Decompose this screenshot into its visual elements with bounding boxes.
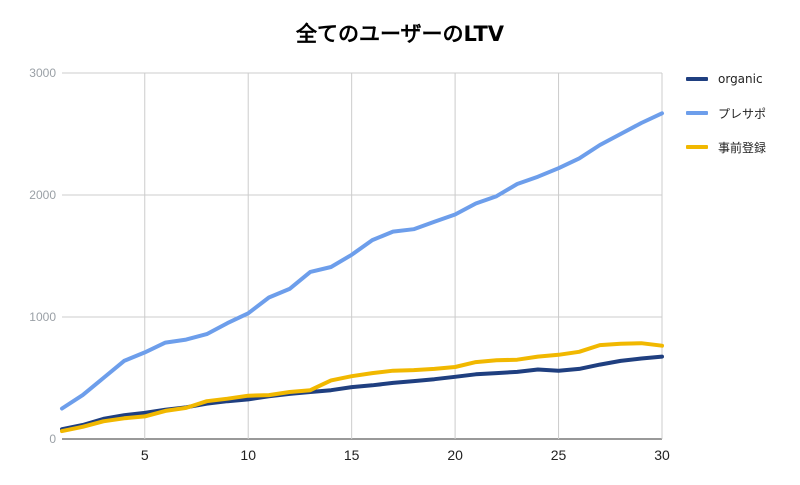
x-tick-label: 25 [551,447,567,463]
y-tick-label: 3000 [29,66,56,80]
x-tick-label: 20 [447,447,463,463]
y-tick-label: 0 [49,432,56,446]
legend-label: organic [718,72,763,86]
x-tick-label: 5 [141,447,149,463]
y-tick-label: 2000 [29,188,56,202]
legend-item: プレサポ [686,96,766,130]
legend-swatch [686,111,708,115]
series-line-プレサポ [60,111,664,411]
chart-title: 全てのユーザーのLTV [295,22,505,46]
legend-swatch [686,145,708,149]
chart-legend: organic プレサポ事前登録 [686,62,766,164]
x-tick-label: 15 [344,447,360,463]
x-tick-label: 30 [654,447,670,463]
y-tick-label: 1000 [29,310,56,324]
legend-label: 事前登録 [718,140,767,155]
series-line-事前登録 [60,341,664,434]
x-tick-label: 10 [240,447,256,463]
legend-swatch [686,77,708,81]
legend-item: organic [686,62,766,96]
legend-label: プレサポ [718,106,767,121]
legend-item: 事前登録 [686,130,766,164]
series-line-organic [60,354,664,432]
